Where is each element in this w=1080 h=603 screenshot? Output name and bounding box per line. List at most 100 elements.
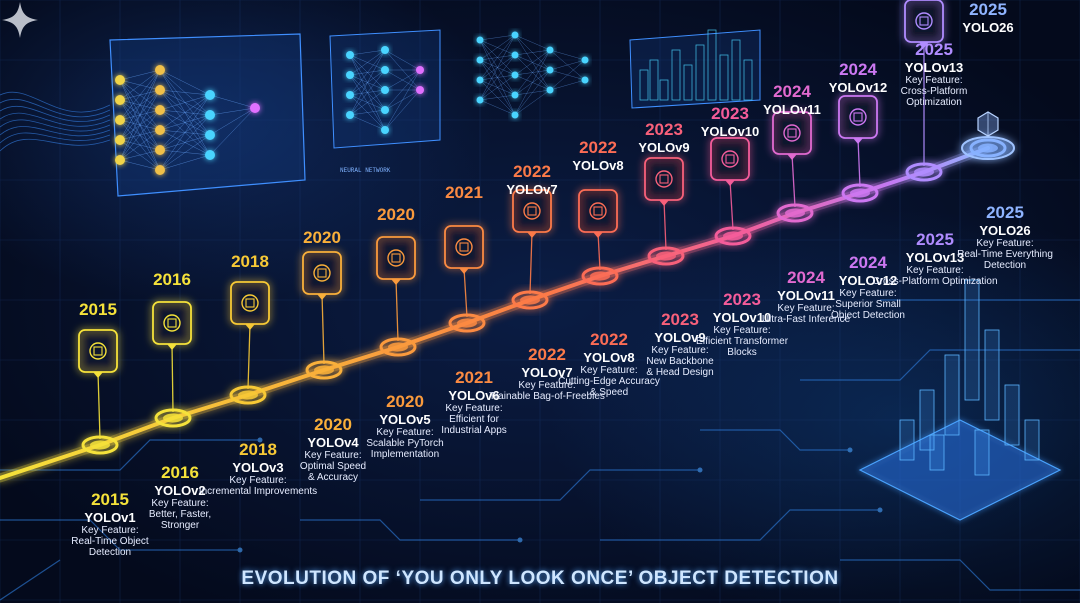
feature-text: Real-Time Object Detection [71,536,149,558]
feature-text: Cross-Platform Optimization [872,276,998,287]
lower-model: YOLOv1 [84,510,136,525]
lower-year: 2023 [723,290,761,309]
upper-year: 2022 [579,138,617,157]
lower-year: 2025 [986,203,1024,222]
lower-label-yolov12: 2024 YOLOv12 Key Feature: Superior Small Obj… [831,253,905,321]
key-feature-label: Key Feature: [81,525,139,536]
timeline-node-yolov12 [838,95,879,203]
upper-label-yolov10: 2023 YOLOv10 [701,104,760,139]
upper-label-yolov12: 2024 YOLOv12 [829,60,888,95]
small-object-icon [838,95,878,144]
lower-model: YOLOv11 [777,288,835,303]
upper-year: 2018 [231,252,269,271]
sparkle-icon [2,2,38,38]
lower-year: 2016 [161,463,199,482]
upper-model: YOLOv10 [700,124,760,139]
feature-text: Superior Small Object Detection [831,299,905,321]
timeline-node-yolov3 [229,281,270,405]
cross-platform-icon [904,0,944,48]
lower-model: YOLOv4 [307,435,359,450]
magnifier-gear-icon [302,251,342,300]
upper-label-yolov1: 2015 [79,300,117,320]
panel-caption: NEURAL NETWORK [340,167,391,174]
feature-text: Trainable Bag-of-Freebies [489,391,605,402]
lower-model: YOLOv10 [712,310,772,325]
timeline-node-yolov6 [444,225,486,333]
upper-label-yolov8: 2022 YOLOv8 [572,138,623,173]
lower-model: YOLOv9 [654,330,706,345]
pytorch-icon [376,236,416,285]
feature-text: Ultra-Fast Inference [761,314,851,325]
key-feature-label: Key Feature: [518,380,576,391]
upper-year: 2016 [153,270,191,289]
upper-model: YOLOv9 [638,140,690,155]
lower-label-yolov3: 2018 YOLOv3 Key Feature: Incremental Improv… [199,440,317,497]
object-detection-icon [78,329,118,378]
upper-model: YOLOv12 [828,80,888,95]
feature-text: Efficient Transformer Blocks [695,336,789,358]
upper-model: YOLOv11 [763,102,821,117]
scan-target-icon [644,157,684,206]
page-title: EVOLUTION OF ‘YOU ONLY LOOK ONCE’ OBJECT… [241,568,839,589]
lower-label-yolov10: 2023 YOLOv10 Key Feature: Efficient Transfo… [696,290,788,358]
lower-label-yolov9: 2023 YOLOv9 Key Feature: New Backbone & Head… [646,310,713,378]
lower-model: YOLOv7 [521,365,573,380]
upper-label-yolov13: 2025 YOLOv13 Key Feature: Cross-Platform Opt… [901,40,968,108]
feature-text: Cutting-Edge Accuracy & Speed [558,376,660,398]
upper-label-yolov4: 2020 [303,228,341,248]
key-feature-label: Key Feature: [445,403,503,414]
timeline-node-yolov5 [376,236,417,357]
timeline-node-yolov7 [511,189,552,310]
lower-label-yolov6: 2021 YOLOv6 Key Feature: Efficient for Indus… [441,368,507,436]
lower-model: YOLOv13 [905,250,965,265]
key-feature-label: Key Feature: [580,365,638,376]
lower-model: YOLOv6 [448,388,500,403]
lower-label-yolo26: 2025 YOLO26 Key Feature: Real-Time Everythi… [957,203,1053,271]
circuit-traces [0,299,1080,601]
lower-year: 2018 [239,440,277,459]
upper-key-feature-label: Key Feature: [905,75,963,86]
upper-label-yolov7: 2022 YOLOv7 [506,162,557,197]
upper-model: YOLOv8 [572,158,624,173]
lower-label-yolov1: 2015 YOLOv1 Key Feature: Real-Time Object De… [71,490,148,558]
key-feature-label: Key Feature: [304,450,362,461]
skyline-panel [629,29,761,109]
key-feature-label: Key Feature: [839,288,897,299]
timeline-node-yolov2 [152,301,192,428]
upper-label-yolov9: 2023 YOLOv9 [638,120,689,155]
upper-year: 2023 [645,120,683,139]
lower-label-yolov7: 2022 YOLOv7 Key Feature: Trainable Bag-of-F… [489,345,605,402]
timeline-node-yolov11 [772,111,814,223]
upper-label-yolov3: 2018 [231,252,269,272]
feature-text: Optimal Speed & Accuracy [299,461,367,483]
lower-model: YOLOv5 [379,412,431,427]
lower-label-yolov13: 2025 YOLOv13 Key Feature: Cross-Platform Op… [872,230,997,287]
timeline-node-yolov13 [904,0,944,182]
lower-year: 2024 [849,253,887,272]
target-chip-icon [578,189,618,238]
lower-year: 2020 [314,415,352,434]
upper-year: 2015 [79,300,117,319]
lower-label-yolov2: 2016 YOLOv2 Key Feature: Better, Faster, Str… [149,463,211,531]
timeline-node-yolov9 [644,157,685,266]
upper-model: YOLOv7 [506,182,558,197]
feature-text: Real-Time Everything Detection [957,249,1053,271]
upper-year: 2020 [303,228,341,247]
key-feature-label: Key Feature: [777,303,835,314]
key-feature-label: Key Feature: [713,325,771,336]
upper-label-yolov5: 2020 [377,205,415,225]
key-feature-label: Key Feature: [376,427,434,438]
key-feature-label: Key Feature: [651,345,709,356]
upper-feature-text: Cross-Platform Optimization [900,86,968,108]
lower-year: 2015 [91,490,129,509]
timeline-node-yolov10 [710,137,752,246]
city-hologram [858,279,1062,521]
data-streams [0,91,111,152]
feature-text: New Backbone & Head Design [646,356,714,378]
feature-text: Scalable PyTorch Implementation [366,438,444,460]
neural-network-panel [109,33,306,197]
upper-model: YOLOv13 [904,60,964,75]
key-feature-label: Key Feature: [906,265,964,276]
